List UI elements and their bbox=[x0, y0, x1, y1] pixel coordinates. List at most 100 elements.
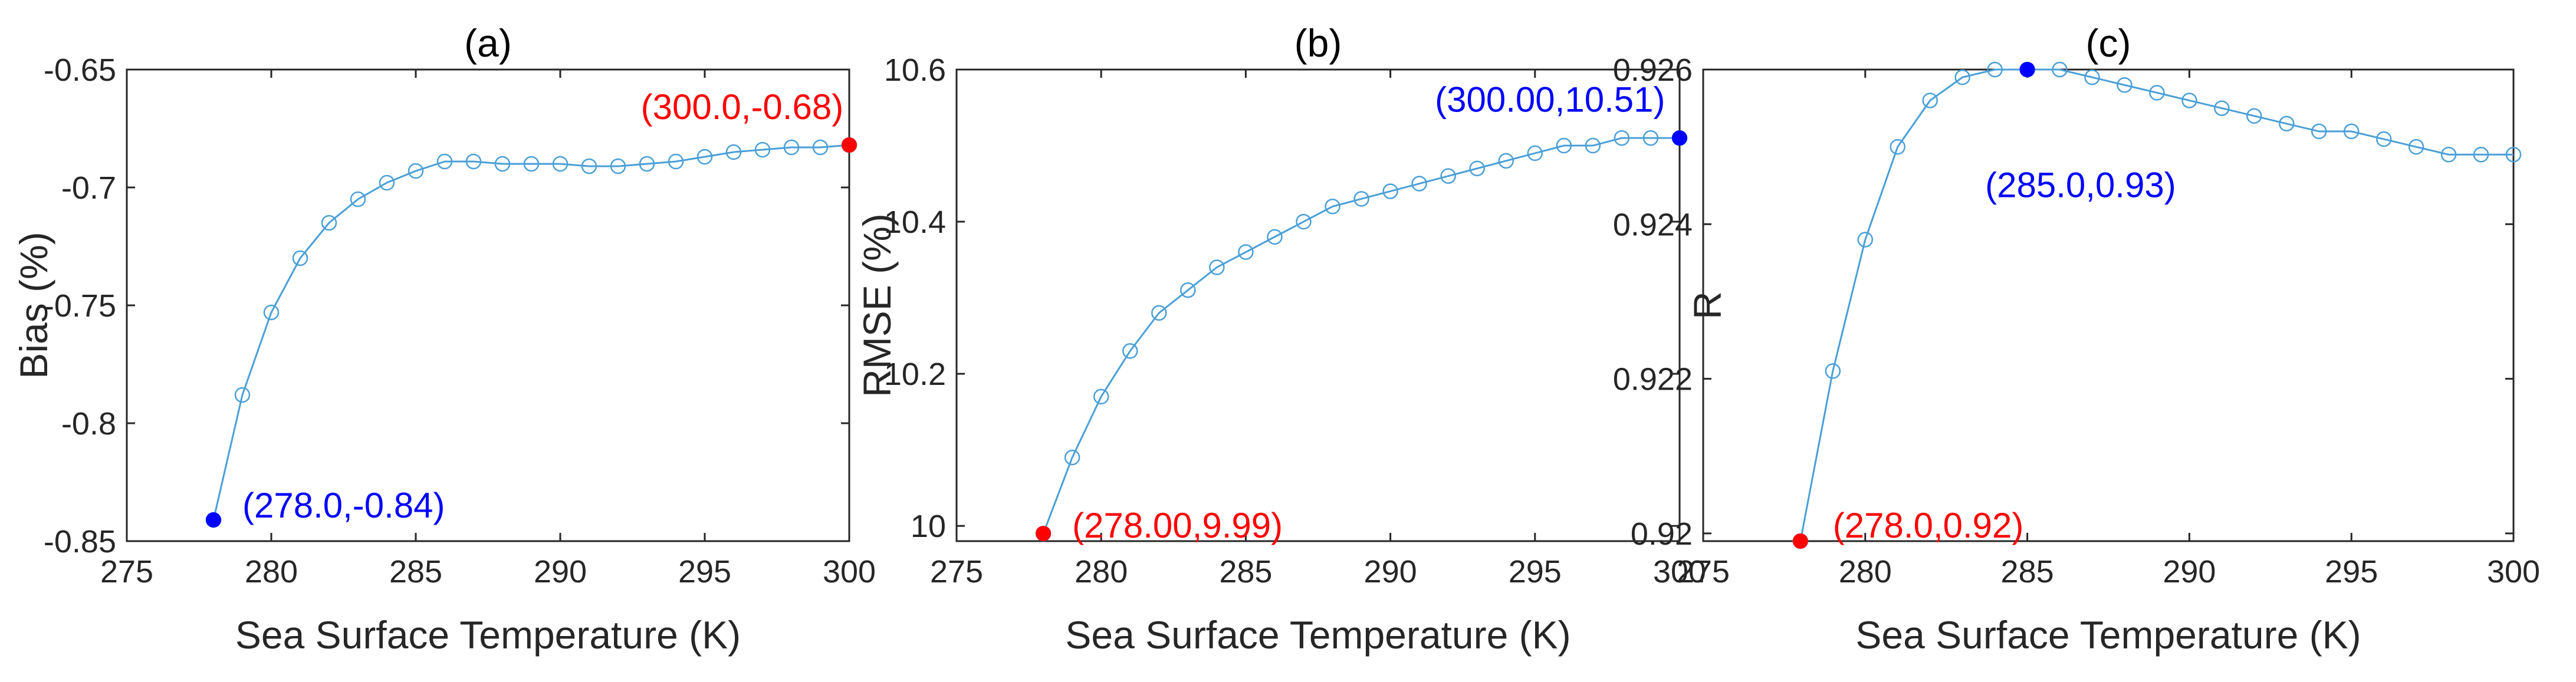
data-point bbox=[696, 149, 713, 165]
data-point bbox=[2375, 131, 2392, 147]
data-point bbox=[494, 156, 511, 172]
data-point bbox=[1857, 232, 1874, 248]
x-tick-label: 275 bbox=[1677, 554, 1730, 589]
data-point bbox=[292, 250, 308, 266]
plot-area-a bbox=[126, 68, 850, 542]
data-point bbox=[1180, 282, 1196, 298]
data-point bbox=[263, 304, 280, 321]
y-tick-label: 0.92 bbox=[1631, 516, 1693, 552]
data-point bbox=[2052, 61, 2068, 78]
highlight-point bbox=[206, 512, 221, 528]
x-tick-label: 290 bbox=[534, 554, 587, 589]
data-point bbox=[2117, 77, 2133, 93]
annotation-label: (278.0,0.92) bbox=[1833, 506, 2024, 545]
data-point bbox=[754, 141, 771, 158]
panel-a: (a) 275 280 285 290 295 300 -0.85 -0.8 -0.75 -0.7 -… bbox=[12, 21, 876, 657]
data-point bbox=[350, 191, 366, 207]
y-axis-label: RMSE (%) bbox=[855, 213, 899, 397]
x-tick-label: 280 bbox=[245, 554, 298, 589]
data-point bbox=[1238, 244, 1254, 260]
series-line-a bbox=[212, 144, 850, 520]
x-tick-label: 290 bbox=[1364, 554, 1417, 589]
data-point bbox=[1469, 160, 1485, 176]
data-point bbox=[2473, 147, 2489, 163]
data-point bbox=[2279, 116, 2295, 132]
y-tick-label: 0.924 bbox=[1613, 207, 1693, 242]
y-tick-label: 10 bbox=[911, 509, 946, 544]
data-point bbox=[2214, 100, 2230, 116]
x-tick-label: 300 bbox=[2487, 554, 2540, 589]
x-tick-label: 300 bbox=[1653, 554, 1706, 589]
data-point bbox=[1556, 137, 1572, 154]
data-point bbox=[408, 163, 424, 179]
data-point bbox=[639, 156, 655, 172]
series-line-c bbox=[1799, 68, 2513, 542]
y-tick-label: -0.8 bbox=[61, 406, 116, 442]
data-point bbox=[465, 153, 482, 170]
y-axis-label: R bbox=[1685, 291, 1729, 319]
data-point bbox=[379, 174, 395, 191]
data-point bbox=[1325, 199, 1340, 215]
panel-b: (b) 275 280 285 290 295 300 10 10.2 10.4 10.6 Sea S… bbox=[855, 21, 1706, 657]
data-point bbox=[1064, 449, 1080, 466]
x-tick-label: 280 bbox=[1839, 554, 1892, 589]
data-point bbox=[1151, 305, 1167, 321]
x-tick-label: 290 bbox=[2163, 554, 2216, 589]
data-point bbox=[1642, 130, 1659, 146]
plot-area-b bbox=[955, 68, 1681, 542]
x-axis-label: Sea Surface Temperature (K) bbox=[235, 613, 741, 657]
x-tick-label: 295 bbox=[2325, 554, 2378, 589]
data-point bbox=[1093, 388, 1109, 405]
data-point bbox=[2246, 108, 2262, 124]
x-tick-label: 295 bbox=[678, 554, 731, 589]
annotation-label: (278.0,-0.84) bbox=[242, 486, 445, 525]
panel-title-a: (a) bbox=[464, 21, 512, 65]
highlight-point bbox=[2019, 62, 2035, 77]
highlight-point bbox=[1792, 533, 1808, 549]
data-point bbox=[1987, 61, 2003, 78]
data-point bbox=[2343, 123, 2360, 140]
x-axis-label: Sea Surface Temperature (K) bbox=[1065, 613, 1570, 657]
x-tick-label: 295 bbox=[1509, 554, 1562, 589]
data-point bbox=[552, 156, 569, 172]
data-point bbox=[1382, 183, 1398, 199]
data-point bbox=[1922, 93, 1938, 108]
data-point bbox=[2440, 147, 2457, 163]
series-line-b bbox=[1042, 137, 1680, 534]
annotation-label: (300.00,10.51) bbox=[1435, 80, 1665, 120]
x-tick-label: 285 bbox=[389, 554, 442, 589]
data-point bbox=[1527, 145, 1543, 162]
panel-c: (c)275 280 285 290 295 3000.920.9220.9240.926… bbox=[1613, 21, 2540, 657]
data-point bbox=[668, 153, 684, 170]
data-point bbox=[234, 387, 251, 403]
data-point bbox=[523, 156, 540, 172]
data-point bbox=[610, 158, 626, 174]
data-point bbox=[1296, 213, 1312, 230]
x-tick-label: 280 bbox=[1075, 554, 1128, 589]
y-tick-label: -0.65 bbox=[44, 52, 116, 88]
data-point bbox=[1498, 153, 1514, 169]
data-point bbox=[2149, 85, 2165, 101]
data-point bbox=[1267, 229, 1283, 245]
data-point bbox=[1209, 259, 1225, 275]
data-point bbox=[581, 158, 597, 174]
highlight-point bbox=[1672, 130, 1687, 146]
highlight-point bbox=[1036, 526, 1052, 542]
panel-title-c: (c) bbox=[2086, 21, 2131, 65]
x-axis-label: Sea Surface Temperature (K) bbox=[1855, 613, 2361, 657]
data-point bbox=[783, 139, 800, 156]
x-tick-label: 285 bbox=[1219, 554, 1272, 589]
y-tick-label: -0.85 bbox=[44, 524, 116, 559]
y-tick-label: 10.6 bbox=[884, 52, 946, 88]
x-tick-label: 275 bbox=[930, 554, 983, 589]
panel-title-b: (b) bbox=[1294, 21, 1342, 65]
annotation-label: (300.0,-0.68) bbox=[641, 87, 844, 127]
data-point bbox=[812, 139, 829, 156]
data-point bbox=[2084, 69, 2100, 85]
data-point bbox=[1585, 137, 1601, 154]
data-point bbox=[2408, 139, 2424, 155]
y-tick-label: -0.7 bbox=[61, 170, 116, 206]
data-point bbox=[2505, 147, 2522, 163]
data-point bbox=[1411, 176, 1427, 192]
